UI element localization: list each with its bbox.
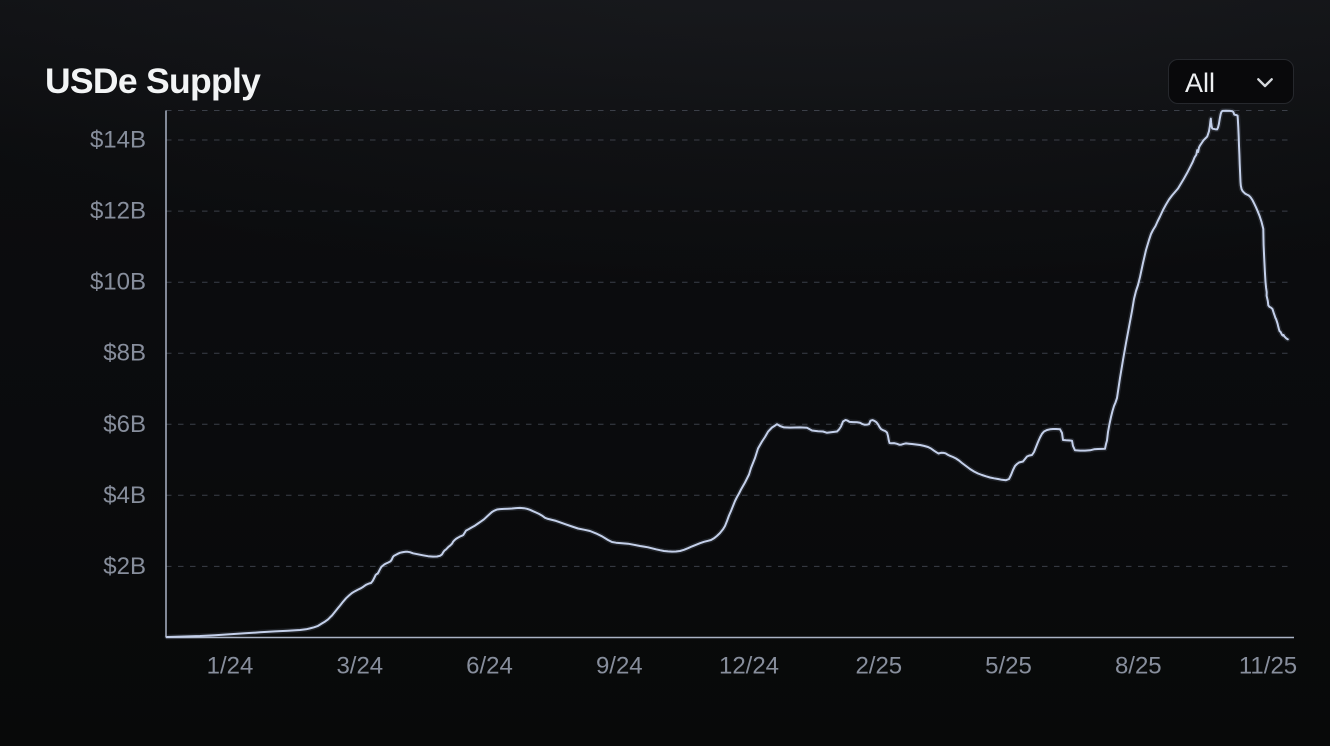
svg-text:$8B: $8B bbox=[103, 340, 146, 367]
svg-text:$14B: $14B bbox=[90, 127, 146, 154]
svg-text:11/25: 11/25 bbox=[1239, 653, 1297, 680]
svg-text:6/24: 6/24 bbox=[466, 653, 513, 680]
svg-text:$10B: $10B bbox=[90, 269, 146, 296]
svg-text:12/24: 12/24 bbox=[719, 653, 779, 680]
svg-text:9/24: 9/24 bbox=[596, 653, 643, 680]
svg-text:1/24: 1/24 bbox=[207, 653, 254, 680]
svg-text:3/24: 3/24 bbox=[336, 653, 383, 680]
svg-text:$6B: $6B bbox=[103, 411, 146, 438]
svg-text:8/25: 8/25 bbox=[1115, 653, 1162, 680]
svg-text:5/25: 5/25 bbox=[985, 653, 1032, 680]
svg-text:$12B: $12B bbox=[90, 198, 146, 225]
svg-text:$2B: $2B bbox=[103, 553, 146, 580]
svg-text:$4B: $4B bbox=[103, 482, 146, 509]
svg-text:2/25: 2/25 bbox=[855, 653, 902, 680]
